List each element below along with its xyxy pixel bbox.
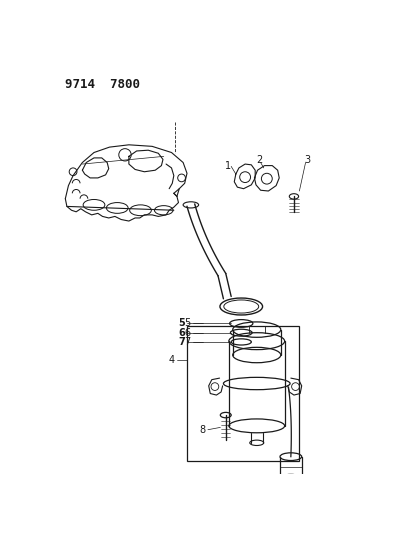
- Text: 7: 7: [178, 337, 185, 347]
- Text: 2: 2: [256, 155, 262, 165]
- Text: 6: 6: [178, 328, 185, 338]
- Text: 5: 5: [184, 318, 190, 328]
- Text: 3: 3: [304, 155, 310, 165]
- Text: 1: 1: [225, 161, 231, 172]
- Text: 6: 6: [184, 328, 190, 338]
- Text: 5: 5: [178, 318, 185, 328]
- Bar: [187, 326, 299, 461]
- Text: 9714  7800: 9714 7800: [65, 78, 140, 91]
- Text: 7: 7: [184, 337, 190, 347]
- Text: 8: 8: [199, 425, 206, 435]
- Text: 4: 4: [169, 356, 175, 366]
